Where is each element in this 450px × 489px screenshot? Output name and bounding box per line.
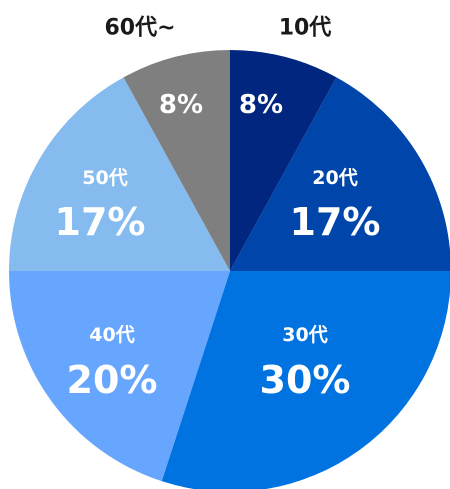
pie-slice-2 bbox=[230, 77, 450, 271]
slice-value-label-1: 8% bbox=[239, 90, 283, 120]
pie-slice-1 bbox=[230, 50, 337, 271]
slice-category-label-6: 60代~ bbox=[104, 16, 175, 41]
slice-value-label-5: 17% bbox=[55, 200, 146, 244]
slice-value-label-2: 17% bbox=[290, 200, 381, 244]
pie-slice-5 bbox=[9, 77, 230, 271]
pie-slice-3 bbox=[161, 271, 450, 489]
slice-category-label-4: 40代 bbox=[89, 324, 134, 346]
pie-slice-6 bbox=[123, 50, 230, 271]
slice-value-label-4: 20% bbox=[67, 358, 158, 402]
slice-category-label-5: 50代 bbox=[82, 167, 127, 189]
slice-value-label-3: 30% bbox=[260, 358, 351, 402]
slice-value-label-6: 8% bbox=[159, 90, 203, 120]
pie-slice-4 bbox=[9, 271, 230, 482]
slice-category-label-2: 20代 bbox=[312, 167, 357, 189]
pie-labels: 10代 8% 20代 17% 30代 30% 40代 20% 50代 17% 60代~ 8% bbox=[55, 16, 381, 403]
slice-category-label-3: 30代 bbox=[282, 324, 327, 346]
slice-category-label-1: 10代 bbox=[279, 16, 332, 41]
pie-slices bbox=[9, 50, 450, 489]
